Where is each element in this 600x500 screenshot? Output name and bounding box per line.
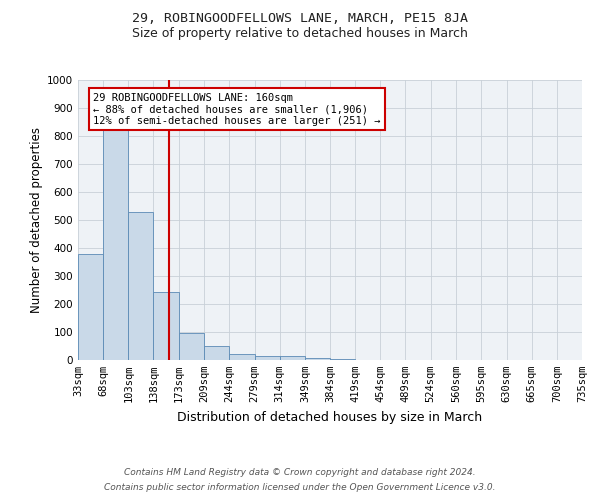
Text: 29 ROBINGOODFELLOWS LANE: 160sqm
← 88% of detached houses are smaller (1,906)
12: 29 ROBINGOODFELLOWS LANE: 160sqm ← 88% o… [93, 92, 380, 126]
Bar [330, 358, 355, 360]
X-axis label: Distribution of detached houses by size in March: Distribution of detached houses by size … [178, 410, 482, 424]
Bar [254, 356, 280, 360]
Bar [229, 354, 254, 360]
Bar [78, 254, 103, 360]
Text: Contains public sector information licensed under the Open Government Licence v3: Contains public sector information licen… [104, 483, 496, 492]
Bar [154, 292, 179, 360]
Text: Contains HM Land Registry data © Crown copyright and database right 2024.: Contains HM Land Registry data © Crown c… [124, 468, 476, 477]
Text: Size of property relative to detached houses in March: Size of property relative to detached ho… [132, 28, 468, 40]
Bar [305, 358, 330, 360]
Bar [128, 212, 154, 360]
Text: 29, ROBINGOODFELLOWS LANE, MARCH, PE15 8JA: 29, ROBINGOODFELLOWS LANE, MARCH, PE15 8… [132, 12, 468, 26]
Bar [103, 128, 128, 360]
Bar [280, 356, 305, 360]
Y-axis label: Number of detached properties: Number of detached properties [30, 127, 43, 313]
Bar [179, 334, 203, 360]
Bar [205, 346, 229, 360]
